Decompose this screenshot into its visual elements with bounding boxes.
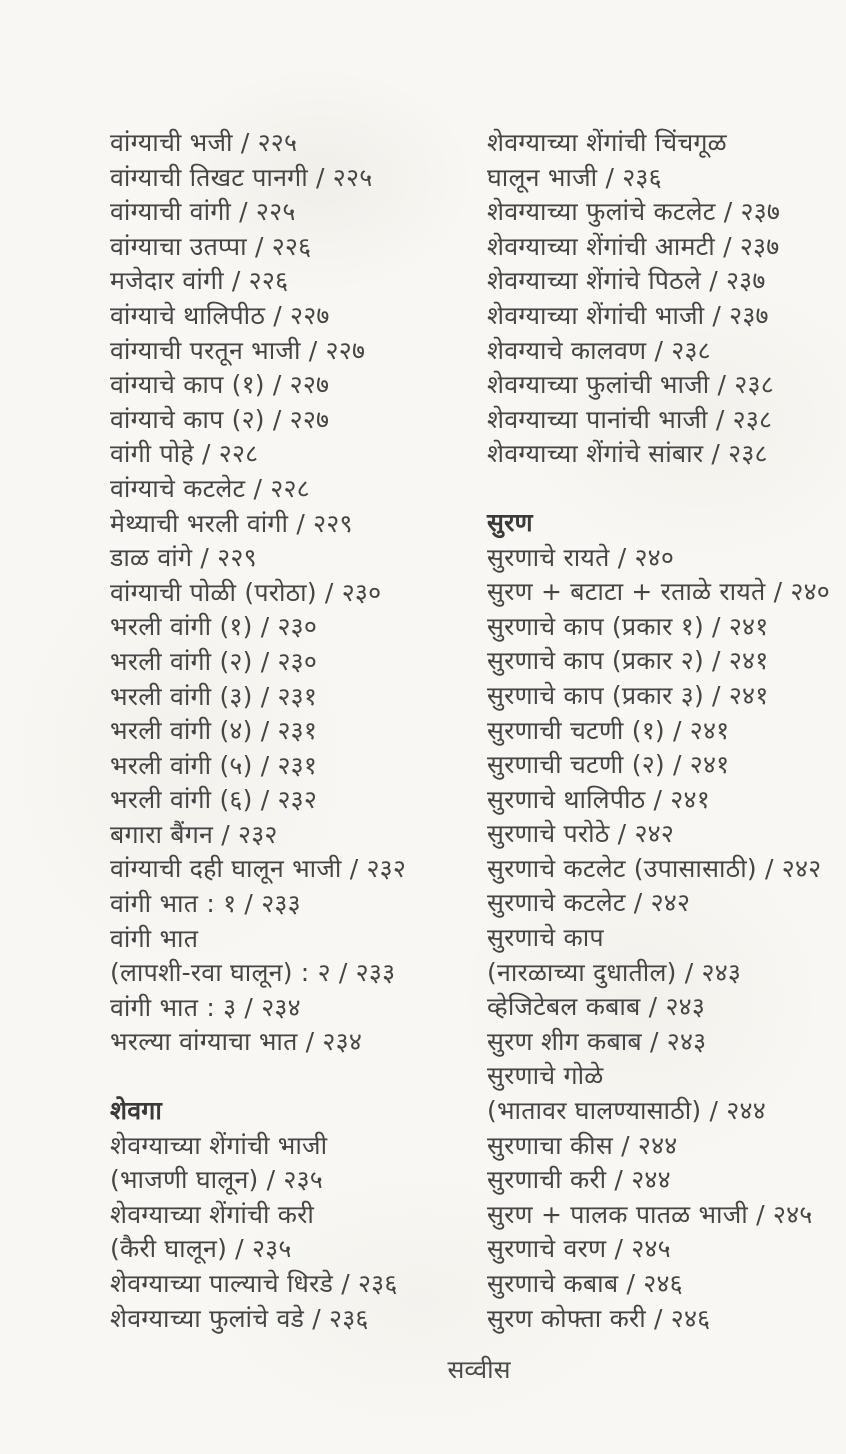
toc-entry: सुरणाचे परोठे / २४२ [487,819,675,849]
toc-entry: सुरणाची करी / २४४ [487,1165,671,1195]
toc-entry: वांग्याचे थालिपीठ / २२७ [110,300,330,330]
toc-entry: भरली वांगी (४) / २३१ [110,716,318,746]
toc-entry: शेवग्याच्या फुलांचे वडे / २३६ [110,1303,369,1333]
section-heading: सुरण [487,507,533,537]
toc-entry: सुरणाचे रायते / २४० [487,542,675,572]
toc-entry: शेवग्याच्या शेंगांची करी [110,1199,315,1229]
toc-entry: शेवग्याच्या शेंगांची भाजी [110,1130,328,1160]
toc-entry: सुरणाचा कीस / २४४ [487,1130,678,1160]
toc-entry: वांग्याचा उतप्पा / २२६ [110,231,312,261]
toc-entry: सुरणाचे गोळे [487,1061,604,1091]
toc-entry: सुरणाचे थालिपीठ / २४१ [487,784,710,814]
toc-entry: (नारळाच्या दुधातील) / २४३ [487,957,742,987]
toc-entry: शेवग्याचे कालवण / २३८ [487,335,711,365]
toc-entry: शेवग्याच्या फुलांचे कटलेट / २३७ [487,197,781,227]
toc-entry: सुरणाचे कबाब / २४६ [487,1269,683,1298]
toc-entry: भरली वांगी (६) / २३२ [110,785,318,815]
toc-entry: वांगी भात : १ / २३३ [110,889,301,919]
toc-entry: वांग्याची तिखट पानगी / २२५ [110,162,373,192]
toc-entry: वांगी भात : ३ / २३४ [110,992,301,1022]
toc-column-left: वांग्याची भजी / २२५ वांग्याची तिखट पानगी … [110,126,482,1336]
toc-entry: (लापशी-रवा घालून) : २ / २३३ [110,958,396,988]
toc-entry: वांग्याची वांगी / २२५ [110,197,296,227]
toc-entry: (भातावर घालण्यासाठी) / २४४ [487,1096,766,1126]
toc-entry: सुरणाचे काप (प्रकार ३) / २४१ [487,680,769,710]
toc-entry: वांगी पोहे / २२८ [110,439,259,469]
toc-entry: सुरणाचे वरण / २४५ [487,1234,671,1264]
toc-entry: सुरणाचे काप (प्रकार २) / २४१ [487,646,769,676]
toc-entry: बगारा बैंगन / २३२ [110,819,278,849]
toc-entry: मेथ्याची भरली वांगी / २२९ [110,508,353,538]
toc-entry: वांग्याची पोळी (परोठा) / २३० [110,577,382,607]
toc-entry: वांग्याचे कटलेट / २२८ [110,473,310,503]
toc-entry: शेवग्याच्या शेंगांची चिंचगूळ [487,128,727,157]
toc-entry: सुरण + पालक पातळ भाजी / २४५ [487,1199,813,1229]
toc-entry: भरली वांगी (२) / २३० [110,646,318,676]
toc-entry: शेवग्याच्या शेंगांचे पिठले / २३७ [487,266,766,296]
section-heading: शेवगा [110,1096,163,1126]
toc-entry: वांग्याचे काप (१) / २२७ [110,370,330,400]
toc-entry: वांग्याचे काप (२) / २२७ [110,404,330,434]
toc-entry: शेवग्याच्या शेंगांचे सांबार / २३८ [487,439,768,469]
page-number-word: सव्वीस [447,1355,511,1384]
toc-entry: घालून भाजी / २३६ [487,162,662,192]
section-gap [110,1060,482,1094]
section-gap [487,472,846,506]
toc-entry: डाळ वांगे / २२९ [110,543,257,573]
toc-entry: शेवग्याच्या पाल्याचे धिरडे / २३६ [110,1269,398,1298]
toc-entry: शेवग्याच्या फुलांची भाजी / २३८ [487,370,774,400]
toc-entry: सुरण + बटाटा + रताळे रायते / २४० [487,577,830,607]
toc-entry: वांग्याची भजी / २२५ [110,128,298,157]
toc-entry: शेवग्याच्या शेंगांची भाजी / २३७ [487,300,769,330]
toc-entry: सुरणाची चटणी (१) / २४१ [487,715,730,745]
toc-entry: व्हेजिटेबल कबाब / २४३ [487,992,706,1022]
toc-entry: सुरण शीग कबाब / २४३ [487,1026,707,1056]
toc-entry: भरली वांगी (३) / २३१ [110,681,318,711]
toc-entry: सुरणाची चटणी (२) / २४१ [487,750,730,780]
toc-entry: वांगी भात [110,923,199,953]
toc-entry: शेवग्याच्या पानांची भाजी / २३८ [487,404,773,434]
toc-entry: (भाजणी घालून) / २३५ [110,1165,323,1195]
toc-entry: वांग्याची दही घालून भाजी / २३२ [110,854,407,884]
toc-entry: भरली वांगी (५) / २३१ [110,750,318,780]
toc-entry: मजेदार वांगी / २२६ [110,266,289,296]
toc-entry: (कैरी घालून) / २३५ [110,1234,292,1264]
toc-column-right: शेवग्याच्या शेंगांची चिंचगूळ घालून भाजी /… [487,126,846,1336]
toc-entry: वांग्याची परतून भाजी / २२७ [110,335,366,365]
toc-entry: भरल्या वांग्याचा भात / २३४ [110,1027,363,1057]
toc-entry: सुरण कोफ्ता करी / २४६ [487,1303,711,1333]
toc-entry: शेवग्याच्या शेंगांची आमटी / २३७ [487,231,780,261]
toc-entry: सुरणाचे कटलेट / २४२ [487,888,691,918]
toc-entry: सुरणाचे काप (प्रकार १) / २४१ [487,611,769,641]
toc-entry: सुरणाचे कटलेट (उपासासाठी) / २४२ [487,853,822,883]
toc-entry: सुरणाचे काप [487,923,604,953]
toc-entry: भरली वांगी (१) / २३० [110,612,318,642]
